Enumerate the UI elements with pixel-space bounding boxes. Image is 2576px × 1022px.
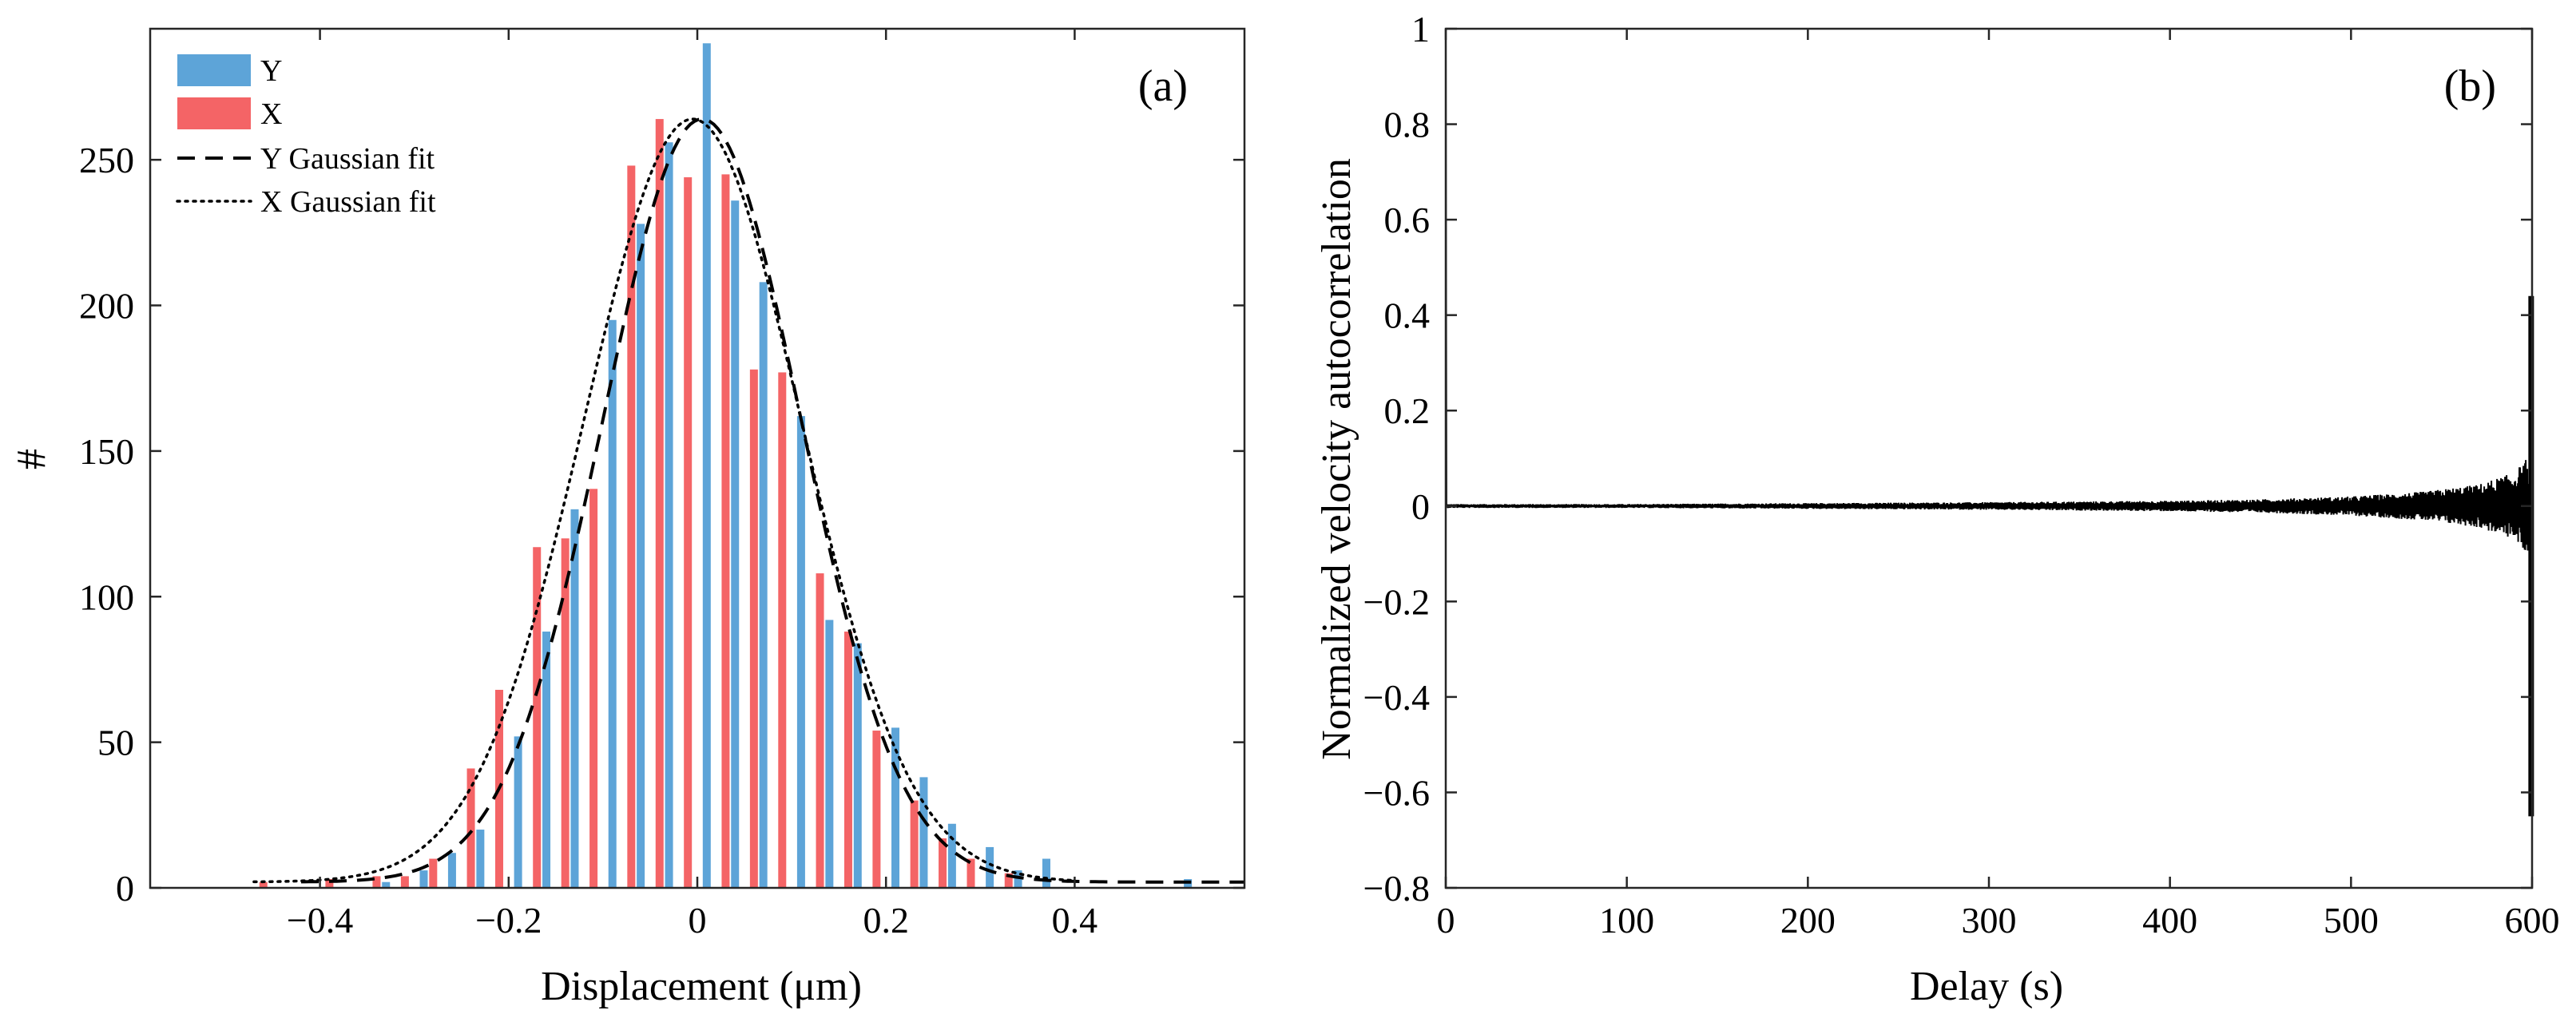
y-bar [570, 509, 579, 888]
autocorrelation-signal-line [1445, 28, 2530, 551]
x-bar-series [259, 119, 1013, 889]
x-bar [843, 632, 852, 888]
autocorrelation-panel: 0 100 200 300 400 500 600 −0.8 −0.6 −0.4 −0.2 0 0.2 0… [1314, 9, 2560, 1009]
histogram-legend: Y X Y Gaussian fit X Gaussian fit [176, 54, 436, 219]
autocorrelation-axis-ticks: 0 100 200 300 400 500 600 −0.8 −0.6 −0.4 −0.2 0 0.2 0… [1363, 9, 2560, 941]
y-bar [947, 823, 956, 888]
y-bar [542, 632, 551, 888]
y-bar [891, 727, 900, 888]
y-bar-series [382, 43, 1193, 889]
x-bar [939, 838, 947, 888]
x-bar [561, 538, 570, 888]
y-gaussian-fit-line [301, 117, 1244, 884]
x-bar [589, 489, 598, 888]
autocorrelation-x-tick-label: 500 [2324, 900, 2379, 941]
y-bar [419, 870, 428, 888]
x-bar [259, 881, 268, 888]
autocorrelation-y-tick-label: −0.4 [1363, 677, 1430, 718]
y-bar [986, 846, 994, 888]
histogram-y-tick-label: 250 [79, 140, 134, 180]
autocorrelation-x-tick-label: 400 [2142, 900, 2197, 941]
y-bar [853, 643, 862, 888]
y-bar [919, 777, 928, 888]
x-bar [816, 573, 824, 888]
y-bar [731, 200, 740, 888]
autocorrelation-y-tick-label: 0.8 [1384, 105, 1431, 145]
y-bar [702, 43, 711, 888]
y-bar [825, 620, 834, 888]
histogram-x-tick-label: −0.2 [475, 900, 542, 941]
autocorrelation-x-axis-title: Delay (s) [1910, 964, 2063, 1009]
autocorrelation-y-tick-label: 1 [1411, 9, 1430, 50]
autocorrelation-y-tick-label: 0.4 [1384, 295, 1431, 336]
histogram-y-tick-label: 100 [79, 576, 134, 617]
x-bar [872, 731, 881, 888]
legend-label-y: Y [260, 54, 282, 88]
x-gaussian-fit-line [252, 117, 1077, 884]
y-bar [382, 881, 391, 888]
histogram-x-tick-label: 0 [689, 900, 707, 941]
histogram-y-axis-title: # [9, 449, 54, 469]
y-bar [447, 853, 456, 888]
autocorrelation-y-tick-label: −0.8 [1363, 868, 1430, 909]
histogram-x-tick-label: −0.4 [287, 900, 353, 941]
histogram-y-tick-label: 150 [79, 431, 134, 472]
y-bar [796, 416, 805, 888]
x-bar [325, 879, 334, 888]
y-bar [476, 830, 485, 888]
panel-b-label: (b) [2444, 61, 2496, 111]
autocorrelation-x-tick-label: 300 [1962, 900, 2017, 941]
x-bar [655, 119, 664, 889]
legend-label-x: X [260, 97, 282, 131]
x-bar [466, 768, 475, 888]
autocorrelation-y-tick-label: 0 [1411, 486, 1430, 527]
histogram-y-tick-label: 200 [79, 286, 134, 327]
x-bar [749, 369, 758, 888]
y-bar [1042, 858, 1050, 888]
x-bar [372, 876, 381, 888]
autocorrelation-x-tick-label: 600 [2505, 900, 2560, 941]
legend-swatch-x [177, 97, 251, 129]
histogram-y-tick-label: 50 [97, 723, 134, 763]
autocorrelation-y-tick-label: 0.6 [1384, 200, 1431, 240]
autocorrelation-y-tick-label: −0.6 [1363, 772, 1430, 813]
x-bar [1004, 873, 1013, 888]
autocorrelation-x-tick-label: 200 [1780, 900, 1836, 941]
autocorrelation-plot-frame [1444, 27, 2534, 889]
autocorrelation-y-tick-label: 0.2 [1384, 390, 1431, 431]
x-bar [778, 372, 787, 888]
y-bar [637, 224, 645, 889]
x-bar [400, 876, 409, 888]
autocorrelation-y-axis-title: Normalized velocity autocorrelation [1314, 158, 1359, 760]
y-bar [759, 282, 768, 888]
histogram-x-tick-label: 0.2 [863, 900, 909, 941]
y-bar [1014, 870, 1022, 888]
autocorrelation-y-tick-label: −0.2 [1363, 581, 1430, 622]
x-bar [684, 177, 693, 889]
x-bar [966, 858, 975, 888]
autocorrelation-x-tick-label: 100 [1599, 900, 1654, 941]
autocorrelation-x-tick-label: 0 [1437, 900, 1455, 941]
y-bar [665, 142, 673, 888]
histogram-axis-ticks: −0.4 −0.2 0 0.2 0.4 0 50 100 150 200 250 [79, 29, 1244, 941]
x-bar [627, 165, 636, 888]
y-bar [514, 736, 522, 888]
x-bar [721, 174, 730, 889]
x-bar [429, 858, 438, 888]
histogram-x-tick-label: 0.4 [1052, 900, 1098, 941]
legend-label-y-fit: Y Gaussian fit [260, 142, 435, 176]
y-bar [608, 319, 617, 889]
panel-a-label: (a) [1138, 61, 1188, 111]
x-bar [910, 800, 919, 888]
x-bar [533, 547, 542, 888]
histogram-x-axis-title: Displacement (μm) [541, 964, 862, 1009]
legend-swatch-y [177, 54, 251, 86]
histogram-y-tick-label: 0 [116, 868, 134, 909]
legend-label-x-fit: X Gaussian fit [260, 185, 436, 219]
histogram-panel: −0.4 −0.2 0 0.2 0.4 0 50 100 150 200 250 (a) Displ… [9, 27, 1246, 1009]
